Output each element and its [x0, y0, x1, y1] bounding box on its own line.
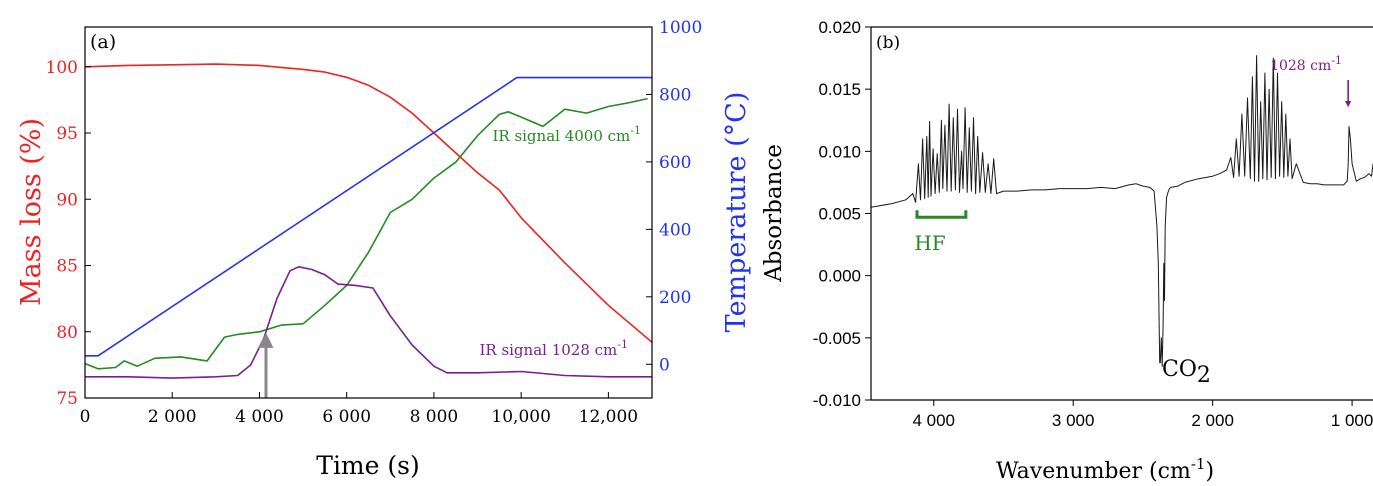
panel-a-left-tick-label: 80: [56, 323, 78, 343]
panel-a-left-tick-label: 90: [56, 190, 78, 210]
panel-b-x-axis-label: Wavenumber (cm-1): [996, 455, 1214, 482]
panel-b-annotations: [915, 80, 1352, 219]
panel-a-x-tick-label: 0: [80, 407, 91, 427]
panel-a-left-tick-label: 85: [56, 257, 78, 277]
panel-b-y-ticks: -0.010 -0.005 0.000 0.005 0.010 0.015 0.020: [813, 18, 871, 410]
panel-b-x-ticks: 4 000 3 000 2 000 1 000: [912, 400, 1373, 430]
panel-a-x-tick-label: 12,000: [579, 407, 638, 427]
series-ir1028: [85, 265, 652, 379]
ir-4000-label-sup: -1: [630, 124, 641, 137]
panel-a-right-tick-label: 400: [659, 220, 691, 240]
ir-4000-label: IR signal 4000 cm-1: [492, 124, 641, 145]
panel-b-y-tick-label: 0.005: [818, 205, 861, 224]
panel-a-left-ticks: 75 80 85 90 95 100: [46, 58, 91, 409]
panel-b-x-axis-label-sup: -1: [1191, 455, 1206, 473]
panel-a: 0 2 000 4 000 6 000 8 000 10,000 12,000 75 80 85…: [16, 18, 752, 480]
panel-a-right-tick-label: 0: [659, 355, 670, 375]
series-ir4000: [85, 97, 648, 370]
panel-b-series: [871, 55, 1373, 367]
panel-a-right-tick-label: 600: [659, 153, 691, 173]
panel-a-label: (a): [90, 31, 116, 53]
panel-b-x-tick-label: 1 000: [1331, 411, 1373, 430]
panel-a-left-tick-label: 100: [46, 58, 78, 78]
panel-b-y-tick-label: -0.005: [813, 329, 861, 348]
panel-b-x-tick-label: 2 000: [1191, 411, 1234, 430]
panel-b-y-tick-label: 0.010: [818, 142, 861, 161]
co2-label-text: CO: [1162, 357, 1197, 382]
panel-a-left-axis-label: Mass loss (%): [16, 118, 47, 306]
panel-a-x-tick-label: 10,000: [491, 407, 550, 427]
panel-b-y-tick-label: 0.020: [818, 18, 861, 37]
ir-1028-label-sup: -1: [617, 338, 628, 351]
hf-label: HF: [914, 231, 945, 255]
panel-a-x-tick-label: 2 000: [148, 407, 197, 427]
panel-b-x-axis-label-text: Wavenumber (cm: [996, 459, 1191, 482]
panel-b-y-tick-label: 0.015: [818, 80, 861, 99]
series-temperature: [85, 76, 652, 357]
panel-a-x-axis-label: Time (s): [316, 451, 419, 480]
panel-a-x-ticks: 0 2 000 4 000 6 000 8 000 10,000 12,000: [80, 392, 638, 427]
panel-a-right-tick-label: 200: [659, 288, 691, 308]
panel-b-x-tick-label: 3 000: [1052, 411, 1095, 430]
hf-bracket: [915, 210, 968, 219]
ir-spectrum-line: [871, 55, 1373, 367]
ir-1028-label: IR signal 1028 cm-1: [479, 338, 628, 359]
panel-a-frame: [84, 26, 653, 399]
panel-a-x-tick-label: 8 000: [410, 407, 459, 427]
panel-a-left-tick-label: 95: [56, 124, 78, 144]
ir-4000-label-text: IR signal 4000 cm: [492, 127, 630, 145]
panel-b: 4 000 3 000 2 000 1 000 -0.010 -0.005 0.000 0.…: [761, 18, 1373, 484]
panel-a-series: [85, 63, 652, 398]
panel-b-x-axis-label-close: ): [1205, 459, 1214, 482]
peak-1028-label-text: 1028 cm: [1270, 58, 1331, 74]
panel-b-label: (b): [876, 33, 900, 53]
co2-label-sub: 2: [1197, 363, 1211, 388]
panel-a-right-ticks: 0 200 400 600 800 1000: [646, 18, 702, 375]
panel-a-x-tick-label: 6 000: [322, 407, 371, 427]
peak-1028-label: 1028 cm-1: [1270, 54, 1342, 74]
panel-b-y-tick-label: 0.000: [818, 267, 861, 286]
panel-b-y-tick-label: -0.010: [813, 391, 861, 410]
panel-b-y-axis-label: Absorbance: [761, 144, 787, 283]
panel-a-right-tick-label: 1000: [659, 18, 702, 38]
panel-b-x-tick-label: 4 000: [912, 411, 955, 430]
ir-1028-label-text: IR signal 1028 cm: [479, 341, 617, 359]
panel-a-right-tick-label: 800: [659, 85, 691, 105]
co2-label: CO2: [1162, 357, 1211, 388]
series-mass: [85, 63, 652, 343]
panel-a-right-axis-label: Temperature (°C): [721, 92, 752, 333]
peak-1028-label-sup: -1: [1331, 54, 1342, 67]
panel-a-left-tick-label: 75: [56, 389, 78, 409]
panel-a-x-tick-label: 4 000: [235, 407, 284, 427]
